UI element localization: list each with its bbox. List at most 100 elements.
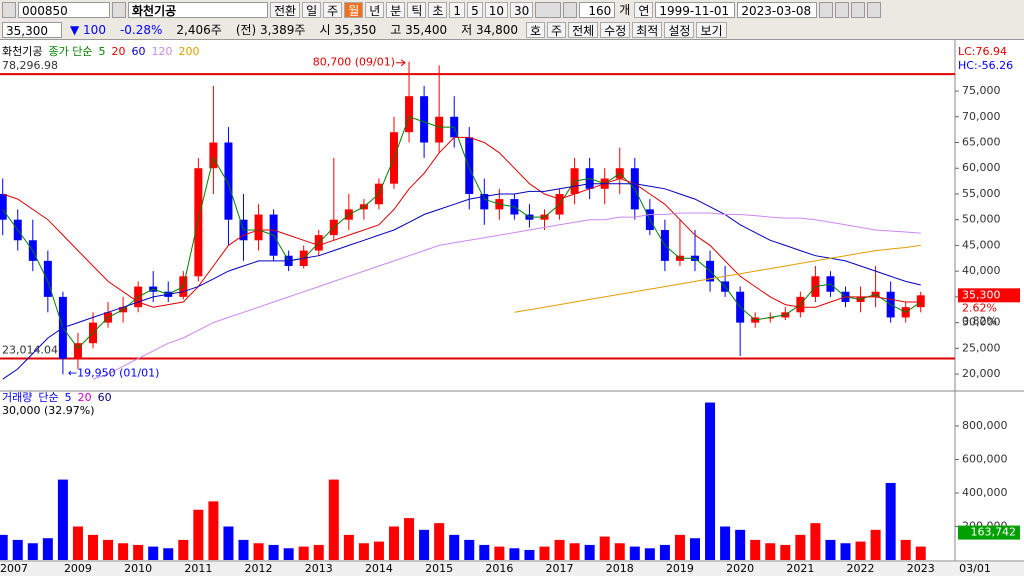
x-tick-label: 2021 [786, 562, 814, 575]
button[interactable]: 1 [449, 2, 466, 18]
button[interactable]: 5 [467, 2, 483, 18]
button[interactable]: 보기 [696, 21, 727, 38]
volume-bar [840, 543, 851, 560]
volume-bar [208, 501, 219, 560]
button[interactable]: 월 [344, 2, 364, 18]
count-input[interactable]: 160 [579, 2, 616, 18]
volume-bar [554, 539, 565, 560]
button[interactable]: 10 [484, 2, 508, 18]
candle-body [405, 96, 414, 133]
end-icon[interactable] [867, 2, 882, 18]
x-tick-label: 2010 [124, 562, 152, 575]
button[interactable]: 분 [386, 2, 406, 18]
y-tick-label: 75,000 [962, 84, 1001, 97]
volume-bar [644, 548, 655, 560]
high-arrow [396, 59, 406, 67]
y-tick-label: 800,000 [962, 419, 1008, 432]
pane-title: 화천기공 [2, 44, 42, 58]
save-icon[interactable] [819, 2, 834, 18]
code-input[interactable]: 000850 [18, 2, 110, 18]
last-price-box [958, 288, 1020, 303]
y-tick-label: 70,000 [962, 110, 1001, 123]
button[interactable]: 전체 [568, 21, 599, 38]
x-tick-label: 2019 [666, 562, 694, 575]
volume-bar [795, 534, 806, 560]
volume-bar [358, 543, 369, 560]
toolbar: 000850 화천기공 전환 일 주 월 년 분 틱 초 1 5 10 30 160 개 연 1999… [0, 0, 1024, 20]
y-tick-label: 60,000 [962, 161, 1001, 174]
next-icon[interactable] [851, 2, 866, 18]
down-icon[interactable] [563, 2, 578, 18]
y-tick-label: 50,000 [962, 213, 1001, 226]
legend-entry: 200 [178, 45, 199, 58]
button[interactable]: 년 [365, 2, 385, 18]
legend-entry: 5 [98, 45, 105, 58]
volume-bar [855, 541, 866, 560]
end-date[interactable]: 2023-03-08 [737, 2, 818, 18]
prev-icon[interactable] [835, 2, 850, 18]
x-tick-label: 2009 [64, 562, 92, 575]
button[interactable]: 틱 [407, 2, 427, 18]
legend-entry: 60 [98, 391, 112, 404]
candle-body [194, 168, 203, 277]
volume-bar [720, 526, 731, 560]
link-button[interactable]: 연 [634, 2, 654, 18]
volume-bar [569, 543, 580, 560]
volume-bar [705, 402, 716, 560]
prev-volume: (전) 3,389주 [235, 22, 306, 37]
button[interactable]: 주 [547, 21, 567, 38]
button[interactable]: 호 [525, 21, 546, 38]
ma-line [92, 212, 921, 380]
volume-bar [539, 546, 550, 560]
button[interactable]: 30 [509, 2, 534, 18]
color-icon[interactable] [535, 2, 562, 18]
volume-bar [810, 523, 821, 560]
volume-bar [163, 548, 174, 560]
candle-body [766, 317, 775, 319]
change-label: 0.82% [962, 314, 997, 327]
pane-title: 거래량 [2, 391, 32, 404]
candle-body [224, 142, 233, 220]
y-tick-label: 55,000 [962, 187, 1001, 200]
nav-icon[interactable] [2, 2, 16, 18]
x-tick-label: 2022 [847, 562, 875, 575]
volume-bar [434, 523, 445, 560]
volume-bar [88, 534, 98, 560]
button[interactable]: 수정 [600, 21, 631, 38]
button[interactable]: 일 [302, 2, 322, 18]
volume-bar [524, 549, 535, 560]
y-tick-label: 45,000 [962, 238, 1001, 251]
button[interactable]: 설정 [664, 21, 695, 38]
count-unit: 개 [619, 3, 631, 17]
volume-bar [193, 509, 204, 560]
volume-bar [328, 479, 339, 560]
volume: 2,406주 [176, 22, 222, 37]
change-label: 2.62% [962, 301, 997, 314]
button[interactable]: 전환 [270, 2, 301, 18]
volume-bar [780, 544, 791, 560]
volume-bar [148, 546, 159, 560]
star-icon[interactable] [112, 2, 126, 18]
last-price-label: 35,300 [962, 288, 1001, 301]
name-input[interactable]: 화천기공 [128, 2, 268, 18]
x-tick-label: 2011 [184, 562, 212, 575]
candle-body [73, 343, 82, 359]
button[interactable]: 초 [428, 2, 448, 18]
ma-line [2, 183, 921, 380]
candle-body [916, 295, 925, 308]
volume-bar [178, 539, 189, 560]
legend-entry: 120 [151, 45, 172, 58]
x-tick-label: 2017 [546, 562, 574, 575]
reference-label: 23,014.04 [2, 344, 58, 357]
start-date[interactable]: 1999-11-01 [655, 2, 736, 18]
y-tick-label: 600,000 [962, 452, 1008, 465]
button[interactable]: 최적 [632, 21, 663, 38]
legend-entry: 5 [65, 391, 72, 404]
button[interactable]: 주 [323, 2, 343, 18]
x-end-label: 03/01 [959, 562, 991, 575]
x-tick-label: 2020 [726, 562, 754, 575]
x-tick-label: 2007 [0, 562, 28, 575]
reference-label: 78,296.98 [2, 59, 58, 72]
volume-bar [629, 546, 640, 560]
